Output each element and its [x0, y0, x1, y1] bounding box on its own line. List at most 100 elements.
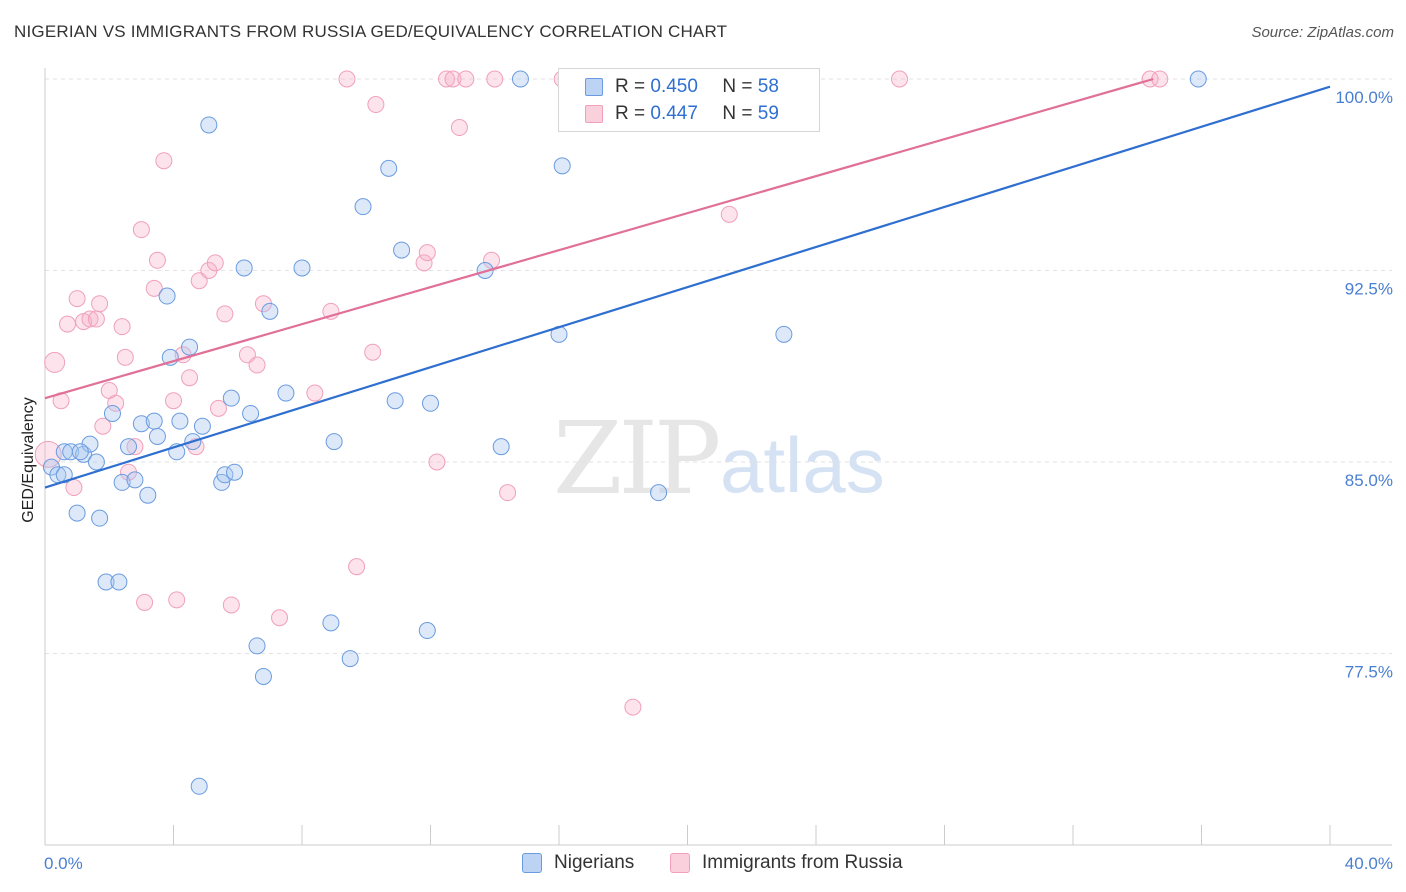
nigerians-point: [126, 471, 144, 489]
nigerians-point: [650, 484, 668, 502]
legend-row-nigerians: R = 0.450 N = 58: [585, 76, 779, 98]
russia-point: [44, 351, 66, 373]
russia-point: [499, 484, 517, 502]
nigerians-point: [91, 509, 109, 527]
nigerians-point: [139, 486, 157, 504]
x-tick-label: 40.0%: [1345, 854, 1393, 873]
axes: [44, 68, 1392, 846]
russia-point: [206, 254, 224, 272]
nigerians-point: [293, 259, 311, 277]
nigerians-point: [254, 667, 272, 685]
nigerians-point: [193, 417, 211, 435]
russia-point: [428, 453, 446, 471]
nigerians-point: [422, 394, 439, 412]
stats-legend: R = 0.450 N = 58 R = 0.447 N = 59: [558, 68, 820, 132]
russia-point: [132, 221, 150, 239]
nigerians-point: [55, 466, 73, 484]
nigerians-point: [248, 637, 266, 655]
legend-label-nigerians: Nigerians: [554, 852, 635, 873]
russia-point: [216, 305, 234, 323]
russia-point: [891, 70, 909, 88]
nigerians-legend-swatch: [522, 853, 542, 873]
nigerians-point: [132, 415, 150, 433]
russia-point: [483, 251, 501, 269]
russia-point: [126, 438, 144, 456]
russia-point: [168, 591, 186, 609]
russia-point: [248, 356, 266, 374]
nigerians-point: [87, 453, 105, 471]
nigerians-point: [393, 241, 411, 259]
russia-point: [91, 295, 109, 313]
legend-label-russia: Immigrants from Russia: [702, 852, 903, 873]
nigerians-point: [200, 116, 218, 134]
y-tick-label: 77.5%: [1345, 663, 1393, 682]
nigerians-point: [277, 384, 295, 402]
russia-point: [486, 70, 504, 88]
series-russia-points: [34, 70, 1169, 716]
russia-point: [444, 70, 462, 88]
y-tick-label: 85.0%: [1345, 471, 1393, 490]
russia-point: [720, 205, 738, 223]
russia-point: [113, 318, 131, 336]
series-legend: Nigerians Immigrants from Russia: [0, 852, 1406, 878]
russia-point: [415, 254, 433, 272]
x-tick-label: 0.0%: [44, 854, 83, 873]
russia-point: [306, 384, 324, 402]
watermark-atlas: atlas: [720, 421, 885, 509]
russia-point: [145, 279, 163, 297]
russia-point: [181, 369, 199, 387]
russia-point: [367, 96, 385, 114]
nigerians-point: [261, 302, 279, 320]
n-label: N =: [722, 103, 753, 124]
nigerians-point: [62, 443, 80, 461]
nigerians-point: [120, 438, 138, 456]
russia-point: [94, 417, 112, 435]
russia-point: [81, 310, 99, 328]
nigerians-trend-line: [44, 85, 1331, 489]
nigerians-point: [190, 777, 208, 795]
nigerians-point: [775, 325, 793, 343]
russia-swatch: [585, 105, 603, 123]
nigerians-point: [354, 198, 372, 216]
russia-point: [148, 251, 166, 269]
chart-title: NIGERIAN VS IMMIGRANTS FROM RUSSIA GED/E…: [14, 22, 728, 41]
legend-item-russia[interactable]: Immigrants from Russia: [670, 852, 903, 874]
legend-item-nigerians[interactable]: Nigerians: [522, 852, 634, 874]
russia-point: [348, 558, 366, 576]
russia-point: [68, 290, 86, 308]
russia-point: [107, 394, 125, 412]
nigerians-point: [235, 259, 253, 277]
y-tick-label: 92.5%: [1345, 280, 1393, 299]
russia-point: [624, 698, 642, 716]
nigerians-point: [341, 650, 359, 668]
russia-point: [209, 399, 227, 417]
series-nigerians-points: [42, 70, 1207, 795]
r-label: R =: [615, 76, 646, 97]
nigerians-point: [148, 427, 166, 445]
nigerians-swatch: [585, 78, 603, 96]
nigerians-point: [511, 70, 529, 88]
nigerians-point: [171, 412, 189, 430]
y-axis-title: GED/Equivalency: [20, 397, 37, 522]
nigerians-point: [242, 404, 260, 422]
russia-point: [165, 392, 182, 410]
nigerians-point: [71, 443, 89, 461]
russia-trend-line: [44, 77, 1154, 400]
russia-r-value: 0.447: [650, 103, 698, 124]
nigerians-point: [181, 338, 199, 356]
nigerians-point: [1189, 70, 1207, 88]
watermark-zip: ZIP: [553, 400, 721, 517]
russia-point: [58, 315, 76, 333]
russia-n-value: 59: [757, 103, 779, 124]
russia-point: [338, 70, 356, 88]
russia-point: [438, 70, 456, 88]
russia-point: [450, 119, 468, 137]
r-label: R =: [615, 103, 646, 124]
russia-point: [364, 343, 382, 361]
nigerians-point: [97, 573, 115, 591]
russia-point: [271, 609, 289, 627]
russia-point: [155, 152, 173, 170]
nigerians-point: [103, 404, 121, 422]
russia-point: [87, 310, 105, 328]
